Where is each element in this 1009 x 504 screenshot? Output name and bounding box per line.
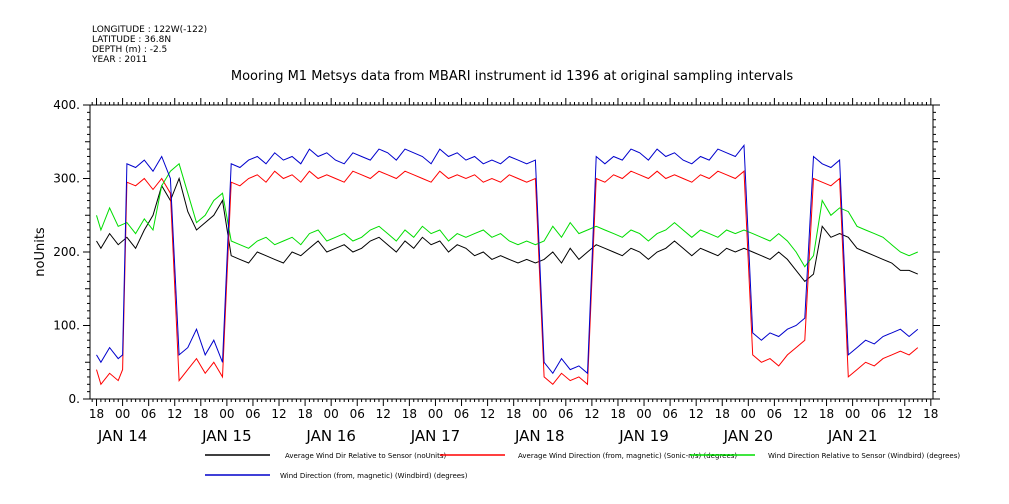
meta-depth: DEPTH (m) : -2.5: [92, 45, 167, 55]
x-tick-label: 06: [871, 407, 886, 421]
x-tick-label: 12: [376, 407, 391, 421]
x-tick-label: 00: [532, 407, 547, 421]
meta-longitude: LONGITUDE : 122W(-122): [92, 25, 207, 35]
date-label: JAN 17: [410, 427, 461, 445]
y-tick-label: 300.: [53, 172, 80, 186]
legend-label-1: Average Wind Dir Relative to Sensor (noU…: [285, 452, 446, 460]
x-tick-label: 00: [428, 407, 443, 421]
legend: Average Wind Dir Relative to Sensor (noU…: [205, 452, 960, 480]
plot-frame: [89, 104, 934, 400]
date-label: JAN 20: [723, 427, 774, 445]
meta-latitude: LATITUDE : 36.8N: [92, 35, 171, 45]
date-label: JAN 16: [305, 427, 356, 445]
series-line-2: [96, 170, 919, 386]
date-label: JAN 19: [618, 427, 669, 445]
date-label: JAN 18: [514, 427, 565, 445]
date-label: JAN 15: [201, 427, 252, 445]
x-tick-label: 12: [480, 407, 495, 421]
x-axis: 18 00 06 12 18 00 06 12 18 00 06 12 18 00 06 12 18 00 06 12…: [89, 98, 938, 445]
date-label: JAN 14: [97, 427, 148, 445]
x-tick-label: 06: [662, 407, 677, 421]
x-tick-label: 18: [402, 407, 417, 421]
x-tick-label: 00: [636, 407, 651, 421]
x-tick-label: 06: [245, 407, 260, 421]
x-tick-label: 06: [454, 407, 469, 421]
x-tick-label: 18: [506, 407, 521, 421]
x-tick-label: 12: [271, 407, 286, 421]
series-line-1: [96, 176, 918, 283]
legend-label-2: Average Wind Direction (from, magnetic) …: [518, 452, 737, 460]
chart-title: Mooring M1 Metsys data from MBARI instru…: [231, 69, 793, 84]
x-tick-label: 00: [741, 407, 756, 421]
x-tick-label: 12: [897, 407, 912, 421]
series-line-4: [96, 144, 919, 375]
y-axis-label: noUnits: [33, 227, 48, 277]
y-tick-label: 100.: [53, 319, 80, 333]
x-tick-label: 06: [350, 407, 365, 421]
x-tick-label: 12: [689, 407, 704, 421]
x-tick-label: 00: [219, 407, 234, 421]
x-tick-label: 18: [89, 407, 104, 421]
x-tick-label: 00: [324, 407, 339, 421]
series-layer: [96, 144, 919, 386]
x-tick-label: 18: [715, 407, 730, 421]
x-tick-label: 06: [141, 407, 156, 421]
x-tick-label: 18: [297, 407, 312, 421]
legend-label-3: Wind Direction Relative to Sensor (Windb…: [768, 452, 960, 460]
meta-year: YEAR : 2011: [91, 55, 147, 65]
x-tick-label: 18: [610, 407, 625, 421]
x-tick-label: 12: [167, 407, 182, 421]
legend-label-4: Wind Direction (from, magnetic) (Windbir…: [280, 472, 468, 480]
metadata-block: LONGITUDE : 122W(-122) LATITUDE : 36.8N …: [91, 25, 207, 65]
x-tick-label: 06: [558, 407, 573, 421]
x-tick-label: 00: [115, 407, 130, 421]
x-tick-label: 12: [793, 407, 808, 421]
y-tick-label: 0.: [69, 392, 80, 406]
x-tick-label: 00: [845, 407, 860, 421]
date-label: JAN 21: [827, 427, 878, 445]
x-tick-label: 18: [819, 407, 834, 421]
series-line-3: [96, 162, 918, 268]
y-tick-label: 200.: [53, 245, 80, 259]
y-axis: 0. 100. 200. 300. 400.: [53, 98, 940, 406]
x-tick-label: 06: [767, 407, 782, 421]
x-tick-label: 18: [923, 407, 938, 421]
x-tick-label: 18: [193, 407, 208, 421]
x-tick-label: 12: [584, 407, 599, 421]
y-tick-label: 400.: [53, 98, 80, 112]
